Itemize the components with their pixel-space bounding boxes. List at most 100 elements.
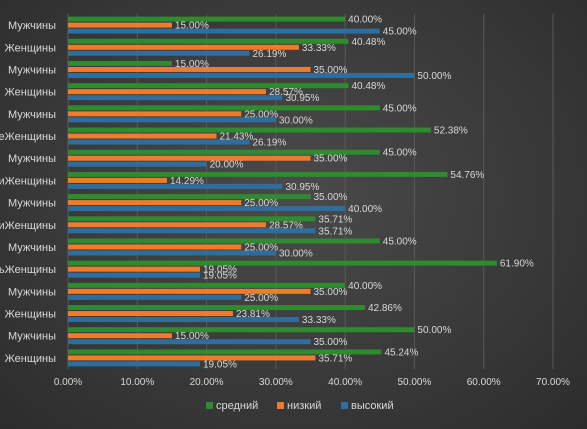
data-label: 25.00% (244, 198, 278, 209)
data-label: 33.33% (302, 315, 336, 326)
category-label: Мужчины (8, 331, 56, 343)
data-label: 28.57% (269, 220, 303, 231)
bar-высокий (68, 250, 276, 256)
bar-высокий (68, 228, 316, 234)
bar-высокий (68, 95, 283, 101)
bar-высокий (68, 361, 200, 367)
bar-высокий (68, 50, 250, 56)
bar-средний (68, 216, 316, 222)
bar-средний (68, 171, 448, 177)
bar-средний (68, 327, 415, 333)
legend-swatch (341, 402, 348, 409)
data-label: 14.29% (170, 176, 204, 187)
bar-низкий (68, 288, 311, 294)
data-label: 35.71% (318, 226, 352, 237)
bar-низкий (68, 222, 266, 228)
bar-средний (68, 194, 311, 200)
bar-низкий (68, 333, 172, 339)
data-label: 19.05% (203, 265, 237, 276)
bar-низкий (68, 133, 217, 139)
data-label: 50.00% (417, 71, 451, 82)
bar-высокий (68, 294, 242, 300)
category-label: еЖенщины (0, 131, 56, 143)
category-label: ьЖенщины (0, 264, 56, 276)
bar-низкий (68, 355, 316, 361)
category-label: Женщины (5, 87, 56, 99)
bar-средний (68, 260, 497, 266)
bar-средний (68, 83, 349, 89)
data-label: 23.81% (236, 309, 270, 320)
data-label: 26.19% (252, 49, 286, 60)
bar-низкий (68, 44, 299, 50)
data-label: 25.00% (244, 109, 278, 120)
x-tick-label: 20.00% (190, 377, 224, 388)
category-label: Мужчины (8, 64, 56, 76)
data-label: 40.00% (348, 204, 382, 215)
category-label: иЖенщины (0, 175, 56, 187)
bar-высокий (68, 339, 311, 345)
bar-низкий (68, 111, 242, 117)
category-label: Мужчины (8, 242, 56, 254)
data-label: 30.00% (279, 115, 313, 126)
legend-label: низкий (287, 400, 321, 412)
bar-средний (68, 282, 346, 288)
bar-низкий (68, 266, 200, 272)
bar-средний (68, 149, 380, 155)
bar-средний (68, 16, 346, 22)
category-label: Мужчины (8, 153, 56, 165)
data-label: 25.00% (244, 242, 278, 253)
category-label: иЖенщины (0, 220, 56, 232)
data-label: 40.00% (348, 15, 382, 26)
bar-средний (68, 305, 365, 311)
data-label: 45.24% (384, 347, 418, 358)
bar-высокий (68, 72, 415, 78)
legend-label: высокий (351, 400, 394, 412)
data-label: 30.95% (285, 182, 319, 193)
legend-swatch (277, 402, 284, 409)
data-label: 30.00% (279, 248, 313, 259)
data-label: 45.00% (383, 236, 417, 247)
bar-средний (68, 105, 380, 111)
data-label: 35.00% (314, 192, 348, 203)
bar-средний (68, 349, 382, 355)
legend-swatch (206, 402, 213, 409)
data-label: 45.00% (383, 27, 417, 38)
category-label: Мужчины (8, 198, 56, 210)
data-label: 45.00% (383, 103, 417, 114)
data-label: 28.57% (269, 87, 303, 98)
data-label: 30.95% (285, 93, 319, 104)
data-label: 35.71% (318, 353, 352, 364)
data-label: 26.19% (252, 138, 286, 149)
x-tick-label: 50.00% (397, 377, 431, 388)
bar-низкий (68, 200, 242, 206)
bar-высокий (68, 117, 276, 123)
data-label: 61.90% (500, 259, 534, 270)
x-tick-label: 0.00% (54, 377, 82, 388)
data-label: 15.00% (175, 59, 209, 70)
bar-высокий (68, 317, 299, 323)
data-label: 35.00% (314, 337, 348, 348)
bar-высокий (68, 139, 250, 145)
data-label: 19.05% (203, 359, 237, 370)
category-label: Мужчины (8, 20, 56, 32)
legend-label: средний (216, 400, 258, 412)
data-label: 25.00% (244, 293, 278, 304)
data-label: 35.00% (314, 65, 348, 76)
bar-низкий (68, 155, 311, 161)
bar-средний (68, 127, 431, 133)
bar-низкий (68, 244, 242, 250)
bar-средний (68, 38, 349, 44)
bar-низкий (68, 89, 266, 95)
x-tick-label: 60.00% (467, 377, 501, 388)
bar-высокий (68, 161, 207, 167)
x-tick-label: 30.00% (259, 377, 293, 388)
data-label: 35.00% (314, 287, 348, 298)
category-label: Женщины (5, 42, 56, 54)
bar-высокий (68, 206, 346, 212)
data-label: 45.00% (383, 148, 417, 159)
bar-средний (68, 238, 380, 244)
data-label: 50.00% (417, 325, 451, 336)
bar-средний (68, 60, 172, 66)
bar-высокий (68, 28, 380, 34)
